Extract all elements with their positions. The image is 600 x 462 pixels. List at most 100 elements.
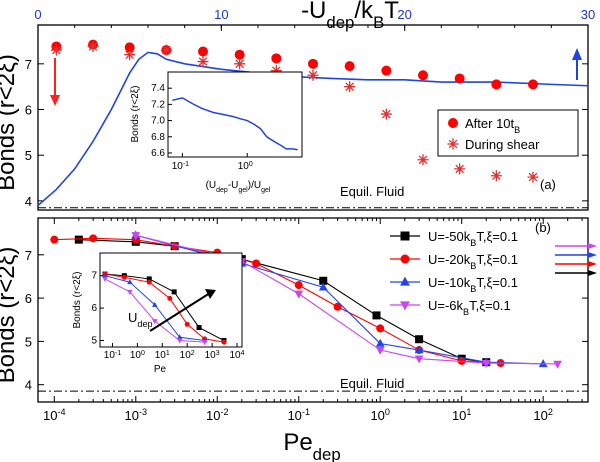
inset-a-xtick-label: 100 (238, 161, 253, 173)
legend-label: U=-50kBT,ξ=0.1 (428, 229, 518, 248)
inset-b-xtick-label: 100 (130, 350, 145, 362)
inset-b-ytick-label: 5 (91, 336, 97, 347)
inset-b-point (121, 274, 127, 280)
y-tick-label: 6 (25, 291, 32, 306)
during-shear-point (234, 58, 246, 70)
during-shear-point (160, 44, 172, 56)
inset-b-point (176, 334, 183, 340)
inset-b-point (146, 276, 152, 282)
udep-arrow-head (205, 289, 216, 299)
inset-a-frame (167, 71, 303, 158)
legend-after-marker (448, 118, 458, 128)
inset-b-point (127, 289, 133, 295)
during-shear-point (197, 56, 209, 68)
top-axis-tick-label: 30 (581, 7, 595, 22)
inset-a-line (172, 97, 298, 151)
x-tick-label: 102 (533, 407, 553, 423)
during-shear-point (454, 163, 466, 175)
after-10tb-point (308, 58, 318, 69)
inset-a-ytick-label: 7.2 (151, 99, 165, 110)
inset-b-xtick-label: 103 (205, 350, 220, 362)
top-axis-label: -Udep/kBT (301, 0, 399, 32)
after-10tb-point (271, 53, 282, 64)
series-point (538, 359, 548, 368)
series-point (414, 355, 424, 364)
after-10tb-point (344, 61, 355, 72)
during-shear-point (490, 170, 502, 182)
inset-b-point (176, 338, 183, 344)
panel-a-frame (37, 24, 589, 211)
inset-b-xlabel: Pe (154, 364, 167, 375)
y-tick-label: 4 (25, 194, 32, 209)
blue-line-series (37, 51, 589, 207)
x-tick-label: 101 (452, 407, 472, 423)
series-point (318, 282, 328, 291)
during-shear-point (87, 40, 99, 52)
right-arrow-head (588, 243, 597, 249)
inset-b-annotation: Udep (128, 310, 153, 329)
legend-label: U=-6kBT,ξ=0.1 (428, 298, 511, 317)
inset-a-ytick-label: 6.8 (151, 132, 165, 143)
during-shear-point (124, 49, 136, 61)
after-10tb-point (454, 73, 465, 84)
series-point (414, 345, 424, 354)
series-point (375, 346, 385, 355)
inset-a-ytick-label: 6.6 (151, 148, 165, 159)
during-shear-point (344, 81, 356, 93)
legend-marker (400, 276, 410, 286)
after-10tb-point (491, 79, 502, 90)
during-shear-point (270, 65, 282, 77)
during-shear-point (380, 108, 392, 120)
inset-a-xlabel: (Udep-Ugel)/Ugel (206, 180, 271, 194)
right-arrow-head (588, 252, 597, 258)
series-point (553, 360, 562, 369)
inset-b-xtick-label: 104 (230, 350, 245, 362)
inset-a-xtick-label: 10-1 (172, 161, 189, 173)
inset-b-point (221, 339, 227, 345)
legend-box (437, 109, 579, 157)
inset-b-xtick-label: 101 (155, 350, 170, 362)
series-point (131, 232, 141, 241)
during-shear-point (417, 154, 429, 166)
top-axis-tick-label: 0 (34, 7, 41, 22)
series-point (89, 234, 98, 243)
inset-a-ytick-label: 7.4 (151, 83, 165, 94)
during-shear-point (50, 44, 62, 56)
series-point (457, 356, 466, 365)
series-point (415, 335, 424, 344)
legend-marker (400, 231, 410, 241)
legend-label: U=-20kBT,ξ=0.1 (428, 252, 518, 271)
after-10tb-point (418, 70, 428, 81)
inset-b-ytick-label: 7 (91, 271, 97, 282)
inset-b-point (152, 301, 158, 307)
series-point (372, 311, 381, 320)
y-tick-label: 4 (25, 378, 32, 393)
panel-b (37, 217, 597, 403)
after-10tb-point (198, 46, 208, 57)
y-tick-label: 5 (25, 334, 32, 349)
inset-b-point (201, 340, 208, 346)
inset-b-line (104, 273, 225, 341)
after-10tb-point (381, 65, 392, 76)
during-shear-point (527, 171, 539, 183)
series-point (294, 290, 304, 299)
series-point (294, 281, 303, 290)
blue-arrow-head (572, 48, 582, 60)
legend-after-label: After 10tB (465, 116, 520, 135)
x-tick-label: 10-2 (206, 407, 229, 423)
inset-b-point (146, 279, 152, 285)
inset-b-xtick-label: 10-1 (104, 350, 121, 362)
legend-during-label: During shear (465, 137, 540, 152)
x-tick-label: 10-3 (124, 407, 147, 423)
inset-a-ytick-label: 7.0 (151, 116, 165, 127)
panel-b-ylabel: Bonds (r<2ξ) (0, 247, 20, 384)
inset-b-point (102, 272, 108, 278)
legend-during-marker (447, 138, 459, 150)
x-tick-label: 10-1 (287, 407, 310, 423)
x-tick-label: 100 (370, 407, 390, 423)
legend-b (390, 231, 420, 311)
inset-b-point (127, 279, 133, 285)
after-10tb-point (234, 49, 245, 60)
inset-b (99, 252, 243, 348)
series-point (375, 338, 385, 347)
